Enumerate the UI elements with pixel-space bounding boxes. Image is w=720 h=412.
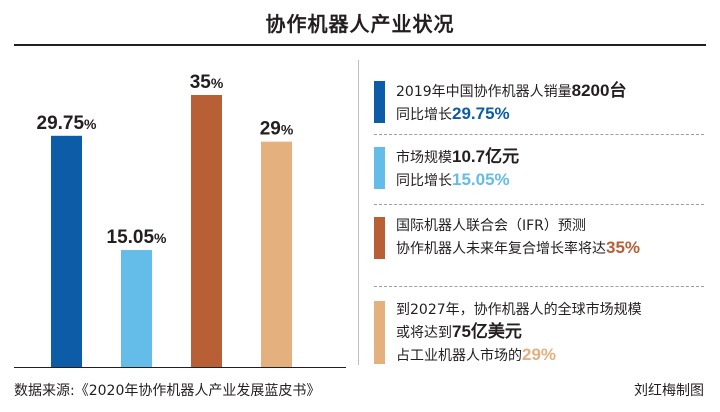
- legend-swatch-2: [374, 147, 385, 189]
- chart-credit: 刘红梅制图: [634, 383, 704, 399]
- legend-phrase: 同比增长: [396, 107, 452, 123]
- legend-text-1: 2019年中国协作机器人销量8200台 同比增长29.75%: [396, 80, 706, 126]
- legend-highlight: 29%: [522, 345, 557, 364]
- legend-highlight: 35%: [606, 238, 641, 257]
- legend-swatch-4: [374, 301, 385, 364]
- chart-legend-divider: [358, 60, 359, 365]
- legend-line: 国际机器人联合会（IFR）预测: [396, 216, 706, 237]
- legend-phrase: 2019年中国协作机器人销量: [396, 84, 572, 100]
- legend-line: 市场规模10.7亿元: [396, 146, 706, 169]
- legend-phrase: 同比增长: [396, 173, 452, 189]
- bar-value-label-4: 29%: [260, 119, 294, 140]
- legend-line: 到2027年，协作机器人的全球市场规模: [396, 300, 706, 321]
- legend-phrase: 协作机器人未来年复合增长率将达: [396, 241, 606, 257]
- bar-4: [261, 141, 292, 367]
- bar-2: [121, 250, 152, 367]
- legend-highlight: 15.05%: [452, 170, 510, 189]
- legend-highlight: 75亿美元: [452, 322, 522, 341]
- legend-text-2: 市场规模10.7亿元 同比增长15.05%: [396, 146, 706, 192]
- legend-line: 同比增长15.05%: [396, 169, 706, 192]
- title-rule: [14, 44, 706, 46]
- data-source: 数据来源:《2020年协作机器人产业发展蓝皮书》: [14, 383, 321, 399]
- legend-line: 同比增长29.75%: [396, 103, 706, 126]
- bar-value-label-2: 15.05%: [107, 227, 168, 248]
- bar-value-label-1: 29.75%: [37, 113, 98, 134]
- legend-highlight: 29.75%: [452, 104, 510, 123]
- legend-phrase: 国际机器人联合会（IFR）预测: [396, 218, 586, 234]
- bar-3: [191, 95, 222, 367]
- legend-swatch-1: [374, 81, 385, 123]
- legend-line: 或将达到75亿美元: [396, 321, 706, 344]
- legend-phrase: 或将达到: [396, 325, 452, 341]
- legend-phrase: 占工业机器人市场的: [396, 348, 522, 364]
- bar-1: [51, 135, 82, 367]
- legend-text-4: 到2027年，协作机器人的全球市场规模 或将达到75亿美元 占工业机器人市场的29%: [396, 300, 706, 367]
- chart-title: 协作机器人产业状况: [265, 12, 455, 36]
- legend-text-3: 国际机器人联合会（IFR）预测协作机器人未来年复合增长率将达35%: [396, 216, 706, 260]
- legend-line: 协作机器人未来年复合增长率将达35%: [396, 237, 706, 260]
- legend-separator: [374, 286, 704, 287]
- legend-line: 占工业机器人市场的29%: [396, 344, 706, 367]
- legend-swatch-3: [374, 217, 385, 259]
- legend-separator: [374, 204, 704, 205]
- legend-separator: [374, 134, 704, 135]
- bar-value-label-3: 35%: [190, 72, 224, 93]
- legend-phrase: 到2027年，协作机器人的全球市场规模: [396, 302, 642, 318]
- legend-highlight: 10.7亿元: [452, 147, 520, 166]
- bar-chart: 29.75% 15.05% 35% 29%: [14, 72, 346, 368]
- legend-phrase: 市场规模: [396, 150, 452, 166]
- legend-line: 2019年中国协作机器人销量8200台: [396, 80, 706, 103]
- legend-highlight: 8200台: [571, 81, 627, 100]
